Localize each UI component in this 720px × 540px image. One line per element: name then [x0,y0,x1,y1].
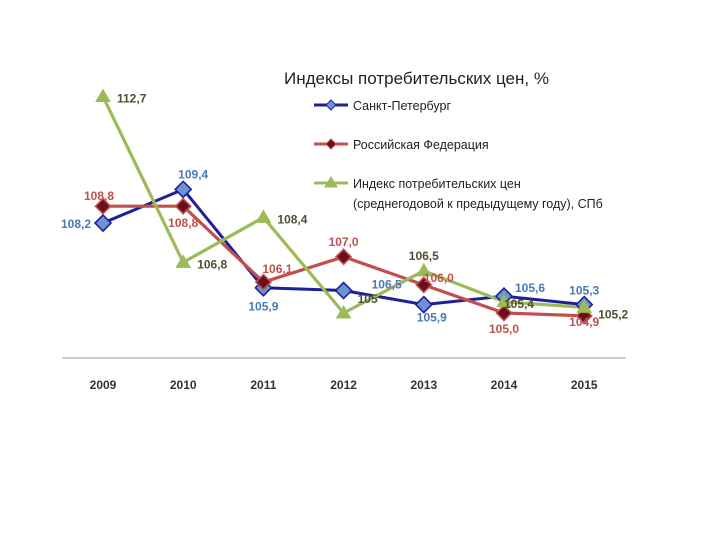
marker-rf-2010 [174,197,192,215]
data-label-cpi-spb-2011: 108,4 [277,212,307,226]
legend: Санкт-Петербург Российская Федерация Инд… [314,99,603,211]
data-label-cpi-spb-2015: 105,2 [598,307,628,321]
data-label-rf-2015: 104,9 [569,315,599,329]
marker-spb-2012 [334,281,353,300]
x-tick-label-2013: 2013 [410,378,437,392]
legend-item-cpi-spb: Индекс потребительских цен (среднегодово… [314,176,603,211]
x-tick-label-2010: 2010 [170,378,197,392]
marker-spb-2010 [174,180,193,199]
data-label-rf-2013: 106,0 [424,271,454,285]
data-label-rf-2009: 108,8 [84,189,114,203]
data-label-rf-2011: 106,1 [262,262,292,276]
data-label-rf-2012: 107,0 [329,235,359,249]
marker-rf-2012 [334,248,353,266]
legend-label-spb: Санкт-Петербург [353,99,451,113]
data-label-cpi-spb-2010: 106,8 [197,257,227,271]
legend-marker-rf [325,138,337,150]
marker-cpi-spb-2009 [95,88,111,103]
legend-item-rf: Российская Федерация [314,138,489,152]
legend-label-cpi-spb-line1: Индекс потребительских цен [353,177,521,191]
x-tick-label-2014: 2014 [491,378,518,392]
data-label-rf-2010: 108,8 [168,216,198,230]
x-tick-label-2009: 2009 [90,378,117,392]
data-label-cpi-spb-2014: 105,4 [504,297,534,311]
marker-cpi-spb-2012 [335,305,352,319]
marker-spb-2009 [93,213,113,233]
marker-spb-2013 [414,295,433,314]
legend-item-spb: Санкт-Петербург [314,99,451,113]
data-label-cpi-spb-2009: 112,7 [117,92,147,106]
data-label-spb-2010: 109,4 [178,167,208,181]
legend-marker-cpi-spb [324,176,338,188]
marker-rf-2013 [415,276,433,294]
x-tick-label-2015: 2015 [571,378,598,392]
chart-title: Индексы потребительских цен, % [284,69,549,88]
data-label-cpi-spb-2012: 105 [358,292,378,306]
marker-cpi-spb-2014 [496,293,512,308]
data-label-spb-2009: 108,2 [61,217,91,231]
plot-area: 108,2 109,4 105,9 106,5 105,9 105,6 105,3 108,8… [61,88,629,336]
x-tick-label-2012: 2012 [330,378,357,392]
data-label-spb-2015: 105,3 [569,284,599,298]
legend-label-cpi-spb-line2: (среднегодовой к предыдущему году), СПб [353,197,603,211]
legend-label-rf: Российская Федерация [353,138,489,152]
data-label-spb-2011: 105,9 [248,300,278,314]
data-label-spb-2014: 105,6 [515,281,545,295]
marker-rf-2014 [495,304,513,322]
marker-cpi-spb-2011 [255,209,272,223]
data-label-cpi-spb-2013: 106,5 [409,249,439,263]
marker-rf-2009 [94,197,112,215]
x-axis-ticks: 2009 2010 2011 2012 2013 2014 2015 [90,378,598,392]
x-tick-label-2011: 2011 [250,378,276,392]
marker-rf-2011 [254,273,273,291]
legend-marker-spb [325,99,337,111]
marker-cpi-spb-2013 [415,262,432,277]
data-label-spb-2013: 105,9 [417,311,447,325]
marker-cpi-spb-2010 [175,254,192,268]
data-label-rf-2014: 105,0 [489,322,519,336]
data-label-spb-2012: 106,5 [372,278,402,292]
marker-cpi-spb-2015 [576,299,593,313]
